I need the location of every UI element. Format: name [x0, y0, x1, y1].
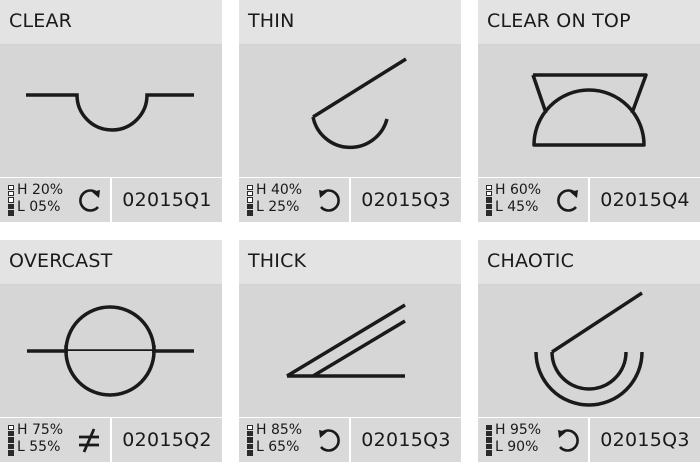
symbol-area — [478, 285, 700, 417]
card-header: CLEAR ON TOP — [478, 0, 700, 45]
humidity-panel: H 20% L 05% — [0, 178, 110, 222]
level-bar-icon — [247, 184, 253, 216]
card-title: THIN — [248, 10, 295, 32]
card-overcast: OVERCAST H 75% L 55% 02015Q2 — [0, 240, 222, 462]
symbol-area — [0, 285, 222, 417]
level-bar-icon — [486, 184, 492, 216]
level-bar-icon — [486, 424, 492, 456]
card-header: CLEAR — [0, 0, 222, 45]
symbol-area — [239, 285, 461, 417]
card-footer: H 85% L 65% 02015Q3 — [239, 418, 461, 462]
rotate-counterclockwise-icon — [319, 429, 340, 452]
code-panel: 02015Q4 — [590, 178, 700, 222]
level-bar-icon — [247, 424, 253, 456]
code-panel: 02015Q1 — [112, 178, 222, 222]
low-value: L 90% — [495, 439, 539, 455]
rotate-counterclockwise-icon — [558, 429, 579, 452]
rotate-clockwise-icon — [557, 189, 578, 212]
symbol-area — [478, 45, 700, 177]
code-panel: 02015Q3 — [351, 178, 461, 222]
level-bar-icon — [8, 184, 14, 216]
symbol-area — [0, 45, 222, 177]
card-header: CHAOTIC — [478, 240, 700, 285]
card-clear: CLEAR H 20% L 05% 02015Q1 — [0, 0, 222, 222]
low-value: L 45% — [495, 199, 539, 215]
card-clear-on-top: CLEAR ON TOP H 60% L 45% 02015Q4 — [478, 0, 700, 222]
high-value: H 95% — [495, 422, 542, 438]
code-label: 02015Q3 — [361, 429, 451, 451]
high-value: H 20% — [17, 182, 64, 198]
cloud-symbol-chaotic-icon — [534, 291, 644, 407]
code-label: 02015Q1 — [122, 189, 212, 211]
humidity-panel: H 60% L 45% — [478, 178, 588, 222]
humidity-panel: H 85% L 65% — [239, 418, 349, 462]
rotate-clockwise-icon — [79, 189, 100, 212]
code-label: 02015Q4 — [600, 189, 690, 211]
high-value: H 60% — [495, 182, 542, 198]
card-thin: THIN H 40% L 25% 02015Q3 — [239, 0, 461, 222]
card-thick: THICK H 85% L 65% 02015Q3 — [239, 240, 461, 462]
humidity-panel: H 40% L 25% — [239, 178, 349, 222]
code-label: 02015Q3 — [361, 189, 451, 211]
card-header: OVERCAST — [0, 240, 222, 285]
symbol-area — [239, 45, 461, 177]
card-header: THICK — [239, 240, 461, 285]
cloud-symbol-thin-icon — [311, 57, 407, 150]
code-panel: 02015Q3 — [590, 418, 700, 462]
low-value: L 65% — [256, 439, 300, 455]
card-footer: H 20% L 05% 02015Q1 — [0, 178, 222, 222]
cloud-symbol-clear-icon — [26, 93, 194, 132]
card-footer: H 75% L 55% 02015Q2 — [0, 418, 222, 462]
level-bar-icon — [8, 424, 14, 456]
high-value: H 85% — [256, 422, 303, 438]
card-title: CLEAR — [9, 10, 73, 32]
not-equal-icon — [79, 428, 99, 453]
humidity-panel: H 75% L 55% — [0, 418, 110, 462]
cloud-symbol-overcast-icon — [27, 305, 194, 397]
rotate-counterclockwise-icon — [319, 189, 340, 212]
card-footer: H 40% L 25% 02015Q3 — [239, 178, 461, 222]
code-label: 02015Q2 — [122, 429, 212, 451]
humidity-panel: H 95% L 90% — [478, 418, 588, 462]
card-title: CLEAR ON TOP — [487, 10, 631, 32]
cloud-symbol-thick-icon — [286, 303, 406, 378]
low-value: L 05% — [17, 199, 61, 215]
card-title: THICK — [248, 250, 307, 272]
card-footer: H 60% L 45% 02015Q4 — [478, 178, 700, 222]
card-footer: H 95% L 90% 02015Q3 — [478, 418, 700, 462]
low-value: L 25% — [256, 199, 300, 215]
card-chaotic: CHAOTIC H 95% L 90% 02015Q3 — [478, 240, 700, 462]
low-value: L 55% — [17, 439, 61, 455]
card-title: CHAOTIC — [487, 250, 575, 272]
cloud-symbol-clear-on-top-icon — [531, 73, 648, 147]
code-panel: 02015Q3 — [351, 418, 461, 462]
high-value: H 75% — [17, 422, 64, 438]
card-title: OVERCAST — [9, 250, 113, 272]
card-header: THIN — [239, 0, 461, 45]
high-value: H 40% — [256, 182, 303, 198]
code-label: 02015Q3 — [600, 429, 690, 451]
code-panel: 02015Q2 — [112, 418, 222, 462]
